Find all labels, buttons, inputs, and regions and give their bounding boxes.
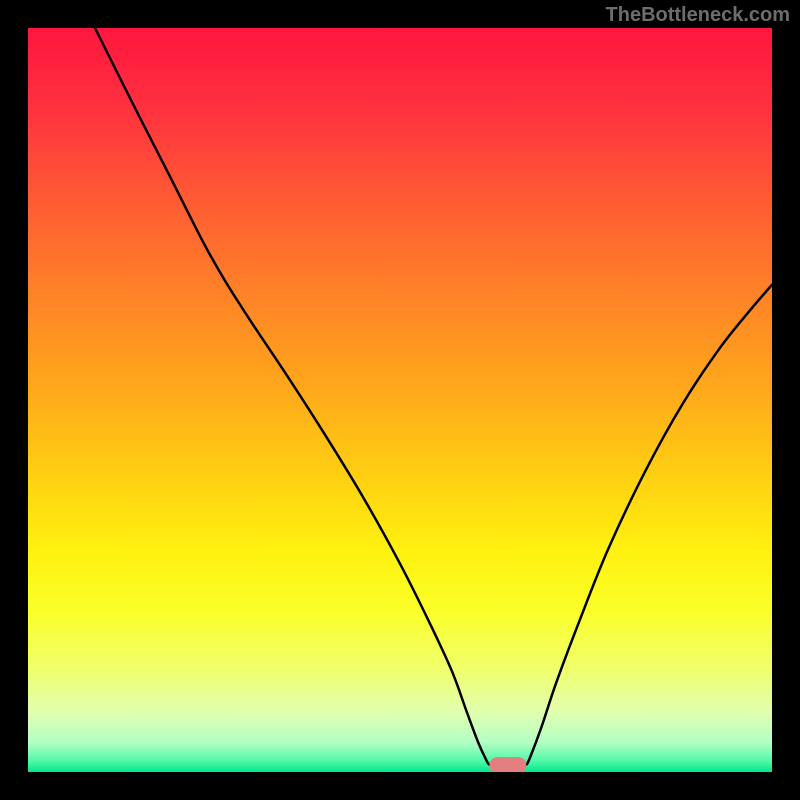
plot-area (28, 28, 772, 772)
watermark-text: TheBottleneck.com (606, 4, 790, 27)
chart-svg (28, 28, 772, 772)
chart-frame: TheBottleneck.com (0, 0, 800, 800)
gradient-background (28, 28, 772, 772)
optimum-marker (489, 757, 526, 772)
